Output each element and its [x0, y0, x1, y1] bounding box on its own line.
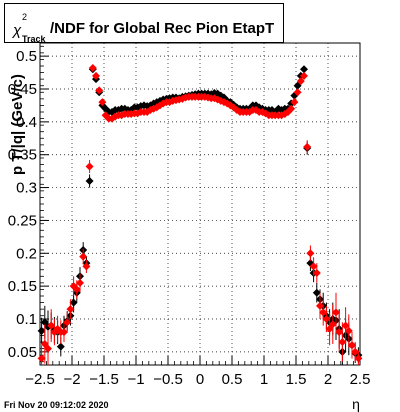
- data-point: [344, 326, 353, 335]
- title-subscript: Track: [22, 34, 47, 44]
- data-point: [95, 86, 104, 95]
- x-tick-label: −1: [127, 371, 144, 388]
- data-point: [56, 342, 65, 351]
- x-tick-label: −0.5: [153, 371, 183, 388]
- data-point: [306, 249, 315, 258]
- data-point: [312, 288, 321, 297]
- data-point: [300, 65, 308, 74]
- data-point: [79, 252, 88, 261]
- data-point: [335, 328, 344, 337]
- data-point: [69, 298, 78, 307]
- data-point: [92, 71, 100, 80]
- x-axis-label: η: [352, 396, 360, 412]
- data-point: [303, 142, 312, 151]
- y-tick-label: 0.15: [8, 278, 37, 295]
- data-point: [293, 88, 302, 97]
- data-point: [85, 177, 94, 185]
- data-point: [312, 269, 321, 277]
- data-points: [37, 63, 363, 365]
- data-point: [319, 308, 328, 317]
- grid-lines: [40, 43, 360, 365]
- data-point: [37, 354, 46, 363]
- x-tick-label: 1.5: [286, 371, 307, 388]
- timestamp-label: Fri Nov 20 09:12:02 2020: [4, 400, 109, 410]
- data-point: [338, 338, 347, 346]
- x-tick-label: 2.5: [350, 371, 371, 388]
- x-tick-labels: −2.5 −2 −1.5 −1 −0.5 0 0.5 1 1.5 2 2.5: [25, 371, 370, 388]
- data-point: [354, 354, 363, 363]
- data-point: [328, 320, 337, 329]
- y-tick-label: 0.5: [16, 48, 37, 65]
- data-point: [44, 344, 52, 353]
- data-point: [322, 315, 331, 323]
- data-point: [60, 328, 68, 337]
- y-tick-label: 0.2: [16, 245, 37, 262]
- data-point: [309, 262, 318, 271]
- data-point: [76, 278, 84, 287]
- y-tick-label: 0.25: [8, 212, 37, 229]
- data-point: [47, 321, 56, 330]
- data-point: [88, 63, 97, 72]
- data-point: [300, 71, 308, 80]
- data-point: [316, 301, 324, 310]
- title-svg: χ 2 Track /NDF for Global Rec Pion EtapT: [11, 12, 274, 44]
- data-point: [332, 308, 340, 317]
- data-point: [290, 98, 299, 107]
- chart-title: /NDF for Global Rec Pion EtapT: [50, 20, 274, 37]
- data-point: [296, 77, 305, 86]
- title-superscript: 2: [22, 12, 27, 22]
- data-point: [98, 98, 107, 107]
- x-tick-label: 1: [260, 371, 268, 388]
- x-tick-label: −2: [63, 371, 80, 388]
- data-point: [348, 341, 356, 350]
- data-point: [82, 262, 91, 271]
- y-axis-label: p T/|q| (GeV/c): [9, 74, 26, 175]
- data-point: [287, 104, 296, 113]
- x-tick-label: −1.5: [89, 371, 119, 388]
- data-point: [72, 285, 81, 294]
- x-tick-label: 0.5: [222, 371, 243, 388]
- x-tick-label: 0: [196, 371, 204, 388]
- data-point: [85, 162, 94, 171]
- y-tick-label: 0.3: [16, 180, 37, 197]
- x-tick-label: 2: [324, 371, 332, 388]
- x-tick-label: −2.5: [25, 371, 55, 388]
- y-tick-label: 0.35: [8, 147, 37, 164]
- data-point: [351, 347, 360, 356]
- title-chi: χ: [11, 22, 22, 39]
- data-point: [63, 318, 72, 327]
- y-tick-label: 0.05: [8, 344, 37, 361]
- series-group: [37, 63, 363, 365]
- data-point: [37, 326, 46, 335]
- y-tick-label: 0.1: [16, 311, 37, 328]
- y-tick-label: 0.45: [8, 81, 37, 98]
- y-tick-label: 0.4: [16, 114, 37, 131]
- y-tick-labels: 0.05 0.1 0.15 0.2 0.25 0.3 0.35 0.4 0.45 0.5: [8, 48, 37, 361]
- data-point: [341, 321, 350, 330]
- title-box: χ 2 Track /NDF for Global Rec Pion EtapT: [4, 3, 284, 44]
- data-point: [66, 305, 75, 314]
